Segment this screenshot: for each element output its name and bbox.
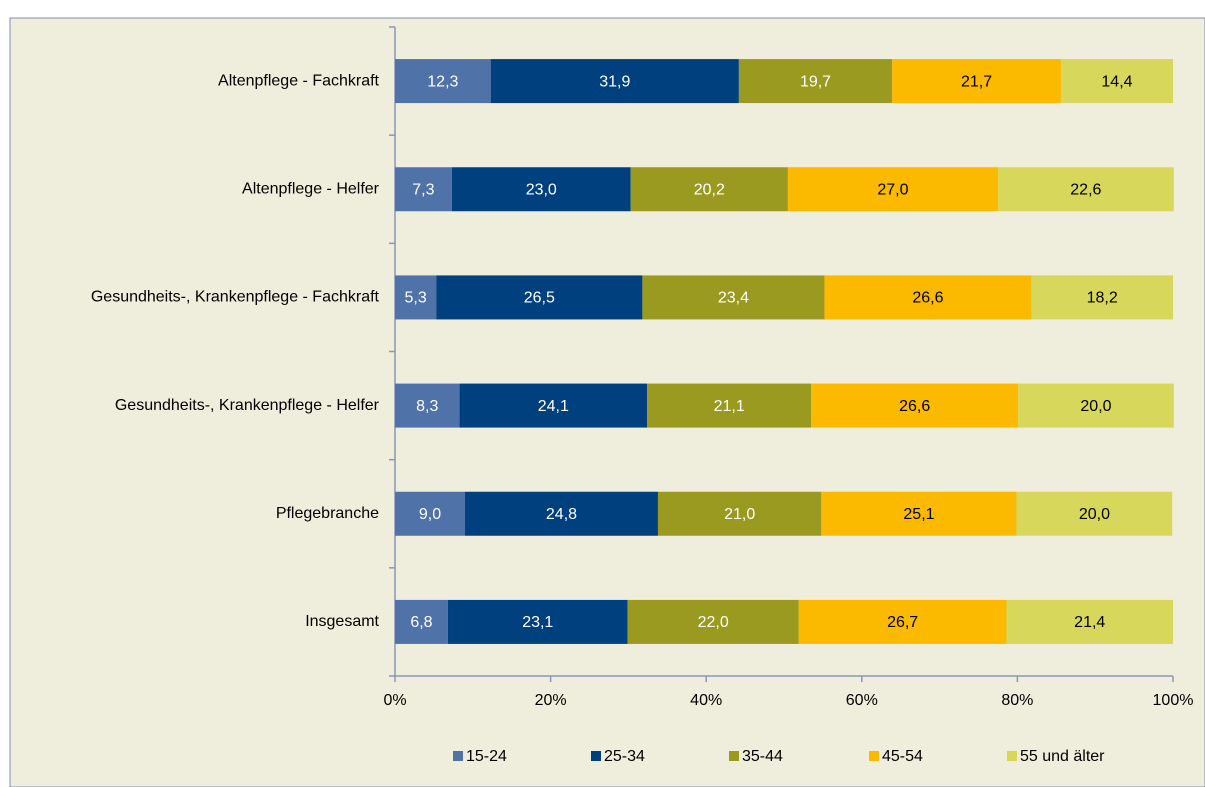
- y-tick-label: Altenpflege - Fachkraft: [218, 72, 380, 89]
- bar-segment: [447, 599, 628, 644]
- bar-segment: [395, 491, 466, 536]
- data-label: 12,3: [427, 73, 458, 90]
- data-label: 21,1: [714, 398, 745, 415]
- data-label: 23,1: [522, 614, 553, 631]
- y-tick-label: Pflegebranche: [276, 505, 379, 522]
- bar-segment: [811, 383, 1019, 428]
- y-tick-label: Gesundheits-, Krankenpflege - Helfer: [115, 397, 380, 414]
- x-tick-label: 40%: [690, 692, 722, 709]
- data-label: 27,0: [877, 181, 908, 198]
- bar-segment: [1006, 599, 1173, 644]
- data-label: 24,8: [546, 506, 577, 523]
- data-label: 24,1: [538, 398, 569, 415]
- x-tick-label: 20%: [535, 692, 567, 709]
- data-label: 7,3: [412, 181, 434, 198]
- data-label: 6,8: [410, 614, 432, 631]
- legend-label: 25-34: [604, 748, 645, 765]
- data-label: 21,4: [1074, 614, 1105, 631]
- data-label: 22,6: [1070, 181, 1101, 198]
- bar-segment: [395, 599, 448, 644]
- bar-segment: [1060, 59, 1173, 104]
- data-label: 5,3: [404, 290, 426, 307]
- data-label: 9,0: [419, 506, 441, 523]
- bar-segment: [738, 59, 893, 104]
- x-tick-label: 60%: [846, 692, 878, 709]
- legend-label: 55 und älter: [1020, 748, 1105, 765]
- data-label: 26,7: [887, 614, 918, 631]
- data-label: 21,0: [724, 506, 755, 523]
- legend-swatch: [729, 751, 739, 761]
- bar-segment: [395, 275, 437, 320]
- bar-segment: [1031, 275, 1173, 320]
- x-tick-label: 100%: [1153, 692, 1194, 709]
- bar-segment: [395, 59, 491, 104]
- legend-swatch: [869, 751, 879, 761]
- y-tick-label: Insgesamt: [305, 613, 379, 630]
- data-label: 20,2: [694, 181, 725, 198]
- bar-segment: [657, 491, 822, 536]
- bar-segment: [787, 167, 998, 212]
- data-label: 23,0: [526, 181, 557, 198]
- data-label: 8,3: [416, 398, 438, 415]
- data-label: 20,0: [1079, 506, 1110, 523]
- legend-label: 15-24: [466, 748, 507, 765]
- x-tick-label: 80%: [1001, 692, 1033, 709]
- data-label: 19,7: [800, 73, 831, 90]
- data-label: 23,4: [718, 290, 749, 307]
- data-label: 26,6: [912, 290, 943, 307]
- data-label: 21,7: [961, 73, 992, 90]
- bar-segment: [642, 275, 825, 320]
- legend-label: 45-54: [882, 748, 923, 765]
- data-label: 25,1: [903, 506, 934, 523]
- data-label: 31,9: [599, 73, 630, 90]
- data-label: 18,2: [1087, 290, 1118, 307]
- bar-segment: [1018, 383, 1174, 428]
- y-tick-label: Altenpflege - Helfer: [242, 180, 380, 197]
- data-label: 14,4: [1101, 73, 1132, 90]
- bar-segment: [627, 599, 799, 644]
- x-tick-label: 0%: [383, 692, 406, 709]
- bar-segment: [451, 167, 631, 212]
- y-tick-label: Gesundheits-, Krankenpflege - Fachkraft: [91, 289, 380, 306]
- legend-label: 35-44: [742, 748, 783, 765]
- bar-segment: [824, 275, 1032, 320]
- legend-swatch: [1007, 751, 1017, 761]
- bar-segment: [395, 383, 460, 428]
- bar-segment: [630, 167, 788, 212]
- data-label: 26,6: [899, 398, 930, 415]
- bar-segment: [798, 599, 1007, 644]
- bar-segment: [892, 59, 1061, 104]
- data-label: 26,5: [524, 290, 555, 307]
- data-label: 20,0: [1080, 398, 1111, 415]
- bar-segment: [490, 59, 739, 104]
- data-label: 22,0: [698, 614, 729, 631]
- bar-segment: [647, 383, 812, 428]
- bar-segment: [459, 383, 648, 428]
- bar-segment: [1016, 491, 1173, 536]
- bar-segment: [465, 491, 658, 536]
- legend-swatch: [453, 751, 463, 761]
- bar-segment: [997, 167, 1174, 212]
- bar-segment: [821, 491, 1017, 536]
- legend-swatch: [591, 751, 601, 761]
- bar-segment: [436, 275, 643, 320]
- bar-segment: [395, 167, 452, 212]
